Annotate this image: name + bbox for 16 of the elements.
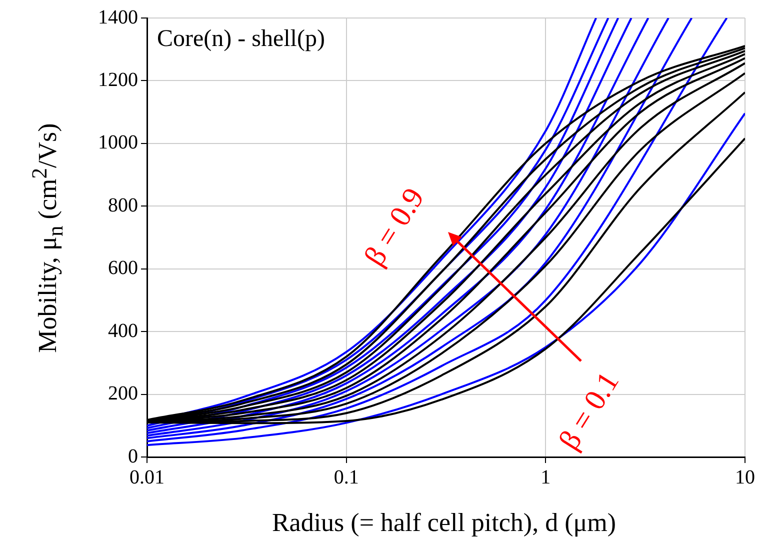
annotation: β = 0.1 [552,366,626,456]
x-tick-label: 0.1 [334,466,359,488]
x-tick-label: 1 [540,466,551,488]
y-tick-label: 1200 [98,68,138,91]
y-tick-label: 600 [108,257,138,280]
y-tick-label: 1000 [98,132,138,154]
x-tick-label: 10 [735,466,755,488]
y-tick-label: 0 [128,445,138,468]
y-tick-label: 400 [108,320,138,342]
x-axis-title: Radius (= half cell pitch), d (μm) [270,508,618,538]
annotation: Core(n) - shell(p) [157,26,325,52]
x-tick-label: 0.01 [130,466,164,488]
y-tick-label: 200 [108,382,138,405]
annotation: β = 0.9 [358,182,431,272]
y-tick-label: 800 [108,194,138,216]
y-tick-label: 1400 [98,6,138,28]
